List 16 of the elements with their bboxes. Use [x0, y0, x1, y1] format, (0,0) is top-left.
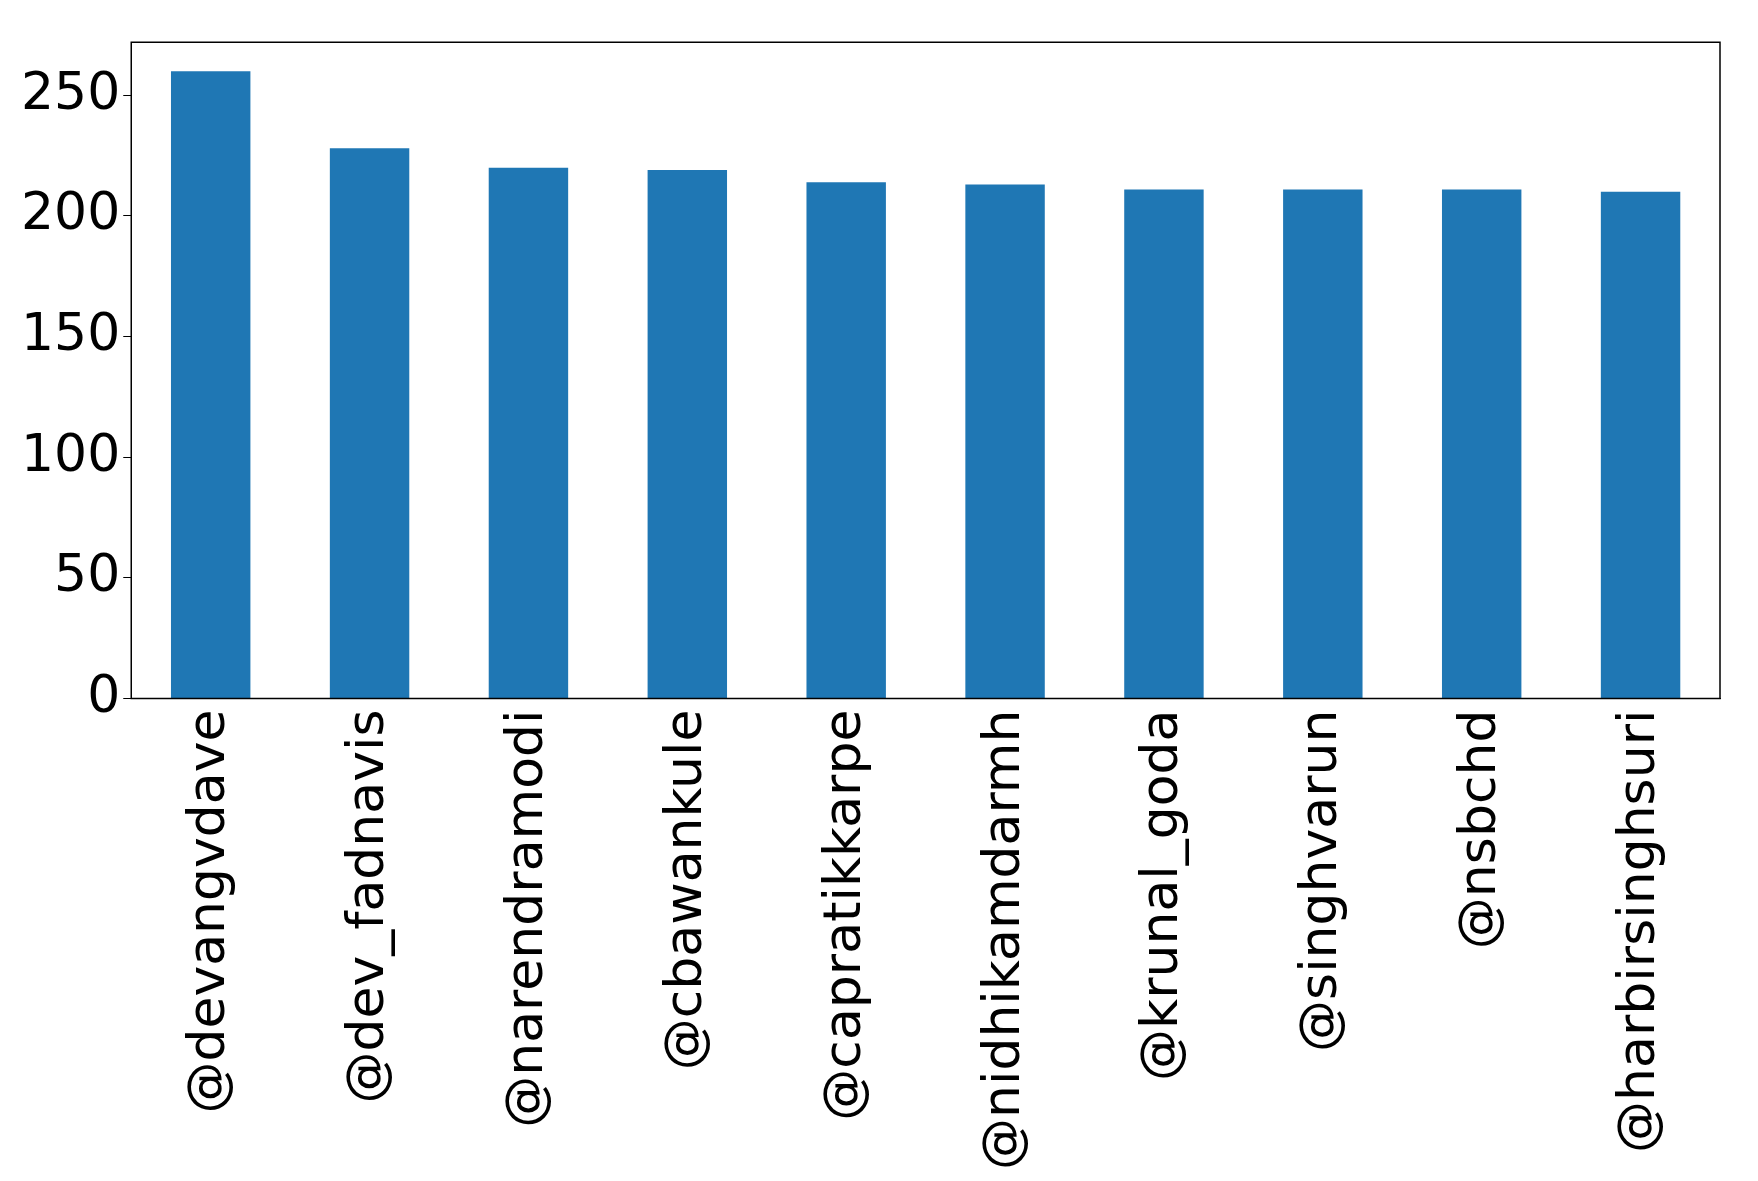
y-tick-label: 50	[54, 543, 121, 604]
x-tick-label: @harbirsinghsuri	[1606, 709, 1667, 1153]
x-tick-label: @nidhikamdarmh	[970, 709, 1031, 1170]
y-tick-label: 100	[20, 422, 121, 483]
y-tick-label: 250	[20, 60, 121, 121]
x-tick-label: @krunal_goda	[1129, 709, 1190, 1081]
x-tick-label: @singhvarun	[1288, 709, 1349, 1052]
y-tick-label: 150	[20, 302, 121, 363]
y-tick-label: 0	[87, 664, 121, 725]
x-tick-label: @narendramodi	[493, 709, 554, 1128]
x-tick-label: @dev_fadnavis	[335, 709, 396, 1104]
x-tick-label: @cbawankule	[652, 709, 713, 1071]
x-tick-label: @devangvdave	[176, 709, 237, 1114]
x-tick-label: @nsbchd	[1447, 709, 1508, 950]
y-tick-label: 200	[20, 181, 121, 242]
x-tick-label: @capratikkarpe	[811, 709, 872, 1121]
